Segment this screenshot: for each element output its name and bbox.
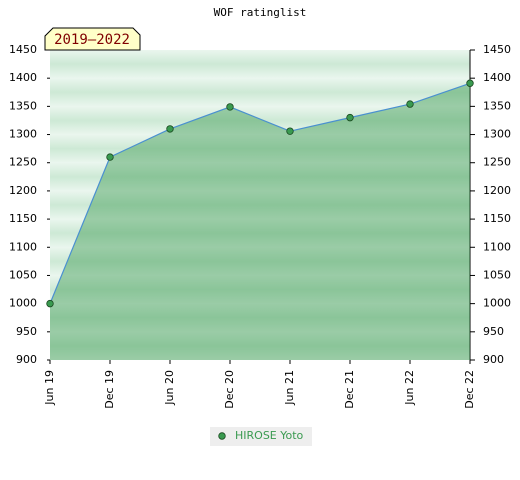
grid-band <box>50 162 470 191</box>
x-tick-label: Jun 20 <box>163 370 176 406</box>
point <box>226 103 234 111</box>
y-tick-label: 1300 <box>9 128 37 141</box>
point <box>466 79 474 87</box>
y-tick-label: 900 <box>16 353 37 366</box>
grid-band <box>50 106 470 135</box>
y-tick-label: 1200 <box>9 184 37 197</box>
y-tick-label: 1000 <box>9 297 37 310</box>
y-tick-label: 1450 <box>9 43 37 56</box>
y-tick-label-right: 1350 <box>483 99 511 112</box>
y-tick-label-right: 1150 <box>483 212 511 225</box>
y-tick-label: 1150 <box>9 212 37 225</box>
x-tick-label: Jun 21 <box>283 370 296 406</box>
area <box>50 83 470 360</box>
point <box>106 153 114 161</box>
annotation: 2019–2022 <box>54 32 130 48</box>
grid-band <box>50 331 470 360</box>
grid-band <box>50 219 470 248</box>
y-tick-label-right: 900 <box>483 353 504 366</box>
y-tick-label-right: 1300 <box>483 128 511 141</box>
grid-band <box>50 275 470 304</box>
y-tick-label-right: 1250 <box>483 156 511 169</box>
grid-band <box>50 50 470 79</box>
x-tick-label: Dec 21 <box>343 370 356 409</box>
grid-band <box>50 190 470 220</box>
x-tick-label: Dec 19 <box>103 370 116 409</box>
legend-label: HIROSE Yoto <box>235 429 304 442</box>
y-tick-label-right: 1050 <box>483 268 511 281</box>
y-tick-label-right: 1400 <box>483 71 511 84</box>
legend-marker <box>218 432 226 440</box>
y-tick-label-right: 950 <box>483 325 504 338</box>
y-tick-label-right: 1450 <box>483 43 511 56</box>
point <box>406 100 414 108</box>
grid-band <box>50 134 470 163</box>
grid-band <box>50 78 470 107</box>
point <box>166 125 174 133</box>
y-tick-label: 1050 <box>9 268 37 281</box>
x-tick-label: Jun 22 <box>403 370 416 406</box>
y-tick-label-right: 1200 <box>483 184 511 197</box>
point <box>286 127 294 135</box>
point <box>46 299 54 308</box>
chart-title: WOF ratinglist <box>214 6 307 19</box>
annotation-box <box>44 27 141 51</box>
x-tick-label: Dec 22 <box>463 370 476 409</box>
y-tick-label: 1250 <box>9 156 37 169</box>
y-tick-label-right: 1000 <box>483 297 511 310</box>
y-tick-label-right: 1100 <box>483 240 511 253</box>
grid-band <box>50 247 470 276</box>
y-tick-label: 1350 <box>9 99 37 112</box>
legend-box <box>210 427 312 446</box>
x-tick-label: Dec 20 <box>223 370 236 409</box>
grid-band <box>50 303 470 332</box>
point <box>346 113 354 122</box>
y-tick-label: 950 <box>16 325 37 338</box>
y-tick-label: 1400 <box>9 71 37 84</box>
x-tick-label: Jun 19 <box>43 370 56 406</box>
y-tick-label: 1100 <box>9 240 37 253</box>
line <box>49 82 471 304</box>
